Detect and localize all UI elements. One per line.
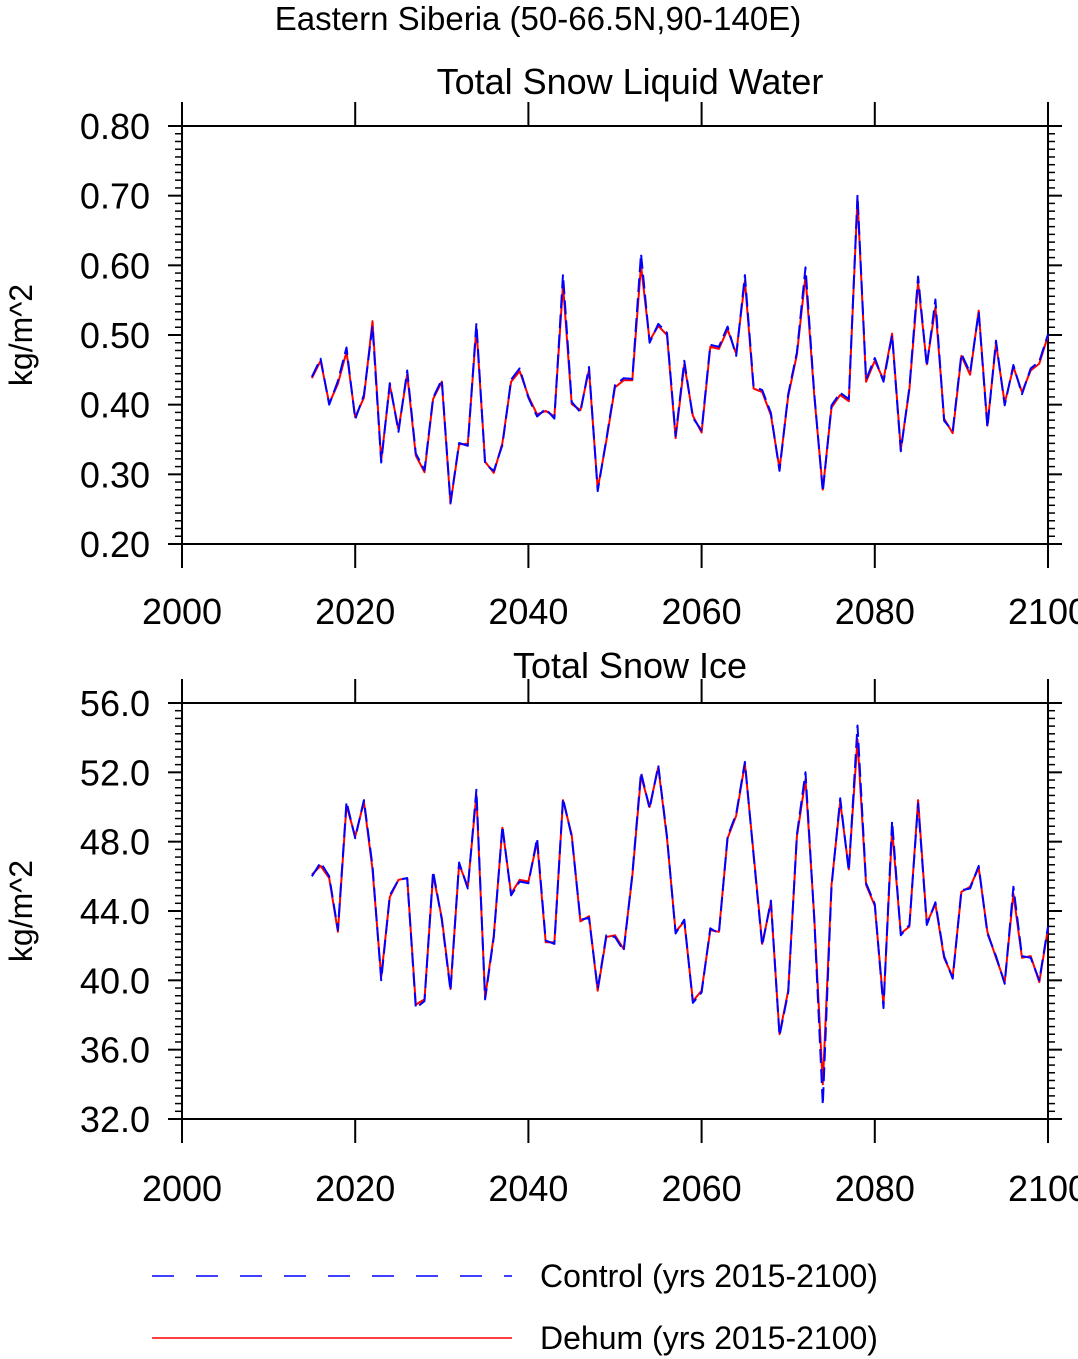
y-tick-label: 48.0: [80, 822, 150, 863]
x-tick-label: 2080: [835, 1168, 915, 1209]
x-tick-label: 2000: [142, 591, 222, 632]
y-tick-label: 44.0: [80, 891, 150, 932]
y-tick-label: 0.50: [80, 315, 150, 356]
x-tick-label: 2100: [1008, 591, 1078, 632]
chart-panel-snow-ice: Total Snow Ice kg/m^2 32.0 36.0 40.0 44.0 48.0…: [3, 645, 1078, 1209]
chart-title: Total Snow Ice: [513, 645, 747, 686]
y-tick-label: 0.20: [80, 524, 150, 565]
x-tick-label: 2040: [488, 1168, 568, 1209]
legend: Control (yrs 2015-2100) Dehum (yrs 2015-…: [152, 1258, 878, 1356]
series-line-control: [310, 194, 1049, 504]
x-tick-label: 2020: [315, 1168, 395, 1209]
y-tick-label: 0.60: [80, 245, 150, 286]
chart-panel-snow-liquid-water: Total Snow Liquid Water kg/m^2 0.20 0.30 0.4…: [3, 61, 1078, 632]
legend-label-dehum: Dehum (yrs 2015-2100): [540, 1320, 878, 1356]
x-tick-label: 2040: [488, 591, 568, 632]
y-axis-label: kg/m^2: [3, 860, 39, 962]
x-tick-label: 2020: [315, 591, 395, 632]
plot-frame: [181, 702, 1049, 1120]
y-tick-label: 0.80: [80, 106, 150, 147]
figure-suptitle: Eastern Siberia (50-66.5N,90-140E): [275, 0, 801, 37]
x-tick-label: 2080: [835, 591, 915, 632]
x-tick-label: 2060: [662, 591, 742, 632]
chart-title: Total Snow Liquid Water: [437, 61, 824, 102]
y-tick-label: 40.0: [80, 960, 150, 1001]
y-tick-label: 0.40: [80, 385, 150, 426]
series-line-control: [311, 724, 1049, 1107]
x-tick-label: 2000: [142, 1168, 222, 1209]
y-tick-label: 0.30: [80, 454, 150, 495]
y-tick-label: 36.0: [80, 1030, 150, 1071]
y-tick-label: 0.70: [80, 176, 150, 217]
y-axis-label: kg/m^2: [3, 284, 39, 386]
y-tick-label: 52.0: [80, 752, 150, 793]
y-tick-label: 32.0: [80, 1099, 150, 1140]
plot-frame: [181, 125, 1049, 545]
x-tick-label: 2100: [1008, 1168, 1078, 1209]
y-tick-label: 56.0: [80, 683, 150, 724]
legend-label-control: Control (yrs 2015-2100): [540, 1258, 878, 1294]
x-tick-label: 2060: [662, 1168, 742, 1209]
series-line-dehum: [311, 197, 1049, 505]
